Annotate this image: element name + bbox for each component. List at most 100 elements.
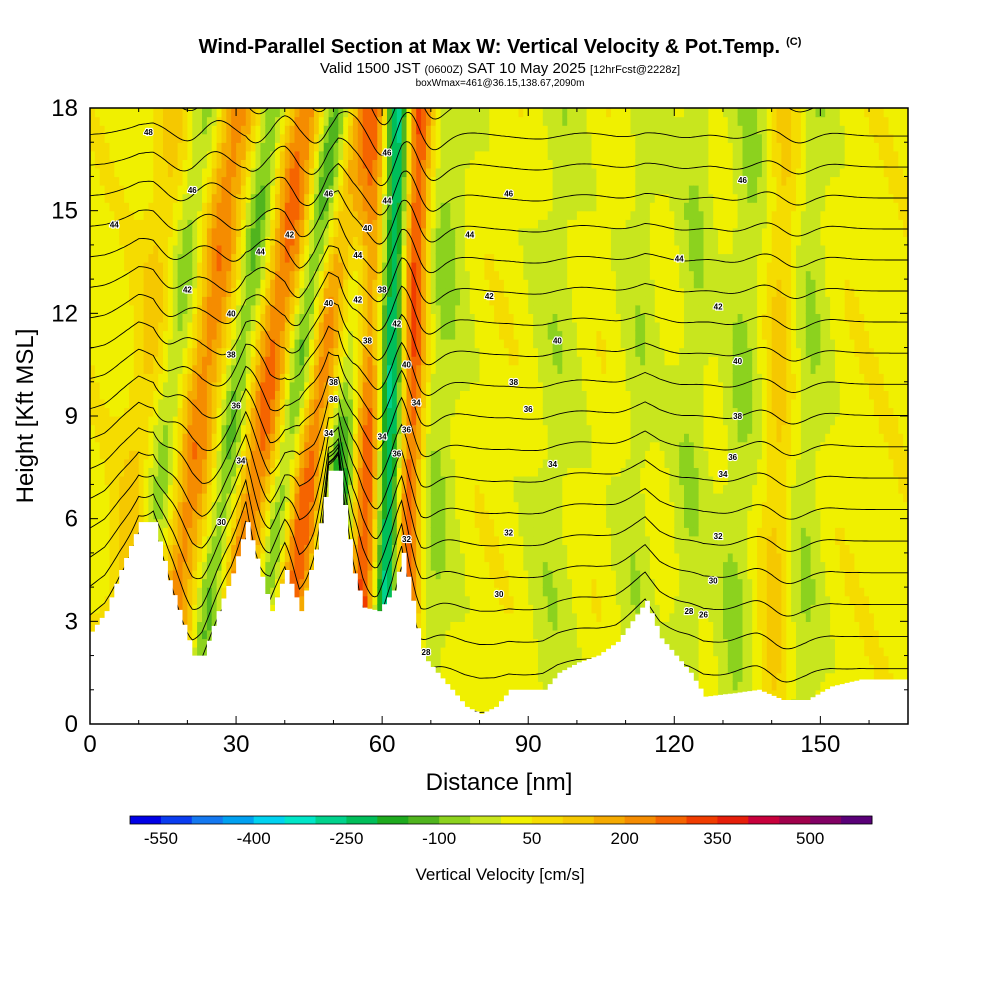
w-cell — [348, 313, 354, 323]
w-cell — [309, 330, 315, 340]
w-cell — [401, 493, 408, 503]
w-cell — [372, 364, 378, 374]
w-cell — [99, 133, 106, 143]
w-cell — [333, 407, 339, 417]
w-cell — [289, 535, 296, 545]
w-cell — [352, 518, 359, 528]
w-cell — [163, 330, 169, 340]
w-cell — [114, 510, 120, 520]
w-cell — [206, 629, 213, 640]
w-cell — [367, 364, 373, 374]
w-cell — [289, 561, 296, 571]
w-cell — [279, 433, 286, 443]
w-cell — [338, 202, 344, 212]
w-cell — [221, 416, 227, 426]
w-cell — [104, 236, 111, 246]
w-cell — [109, 441, 115, 451]
w-cell — [411, 475, 417, 486]
w-cell — [372, 142, 378, 152]
w-cell — [416, 587, 422, 597]
w-cell — [182, 518, 188, 528]
w-cell — [382, 578, 388, 588]
w-cell — [304, 398, 310, 409]
w-cell — [202, 236, 208, 246]
w-cell — [182, 116, 188, 126]
w-cell — [314, 518, 320, 528]
w-cell — [240, 262, 247, 272]
w-cell — [163, 296, 169, 306]
w-cell — [197, 210, 203, 220]
w-cell — [206, 219, 213, 229]
w-cell — [221, 347, 227, 357]
w-cell — [391, 510, 398, 520]
chart-title: Wind-Parallel Section at Max W: Vertical… — [0, 36, 1000, 59]
w-cell — [284, 450, 291, 460]
w-cell — [90, 167, 96, 178]
w-cell — [367, 296, 373, 306]
w-cell — [206, 330, 213, 340]
w-cell — [304, 330, 310, 340]
w-cell — [119, 561, 125, 571]
w-cell — [245, 416, 252, 426]
w-cell — [304, 441, 310, 451]
w-cell — [226, 458, 232, 468]
w-cell — [357, 339, 364, 349]
w-cell — [148, 467, 154, 477]
w-cell — [202, 493, 208, 503]
w-cell — [231, 244, 237, 255]
w-cell — [265, 493, 271, 503]
w-cell — [192, 236, 198, 246]
w-cell — [124, 202, 130, 212]
w-cell — [372, 279, 378, 289]
w-cell — [202, 629, 208, 640]
w-cell — [192, 587, 198, 597]
w-cell — [314, 236, 320, 246]
w-cell — [362, 424, 369, 434]
w-cell — [148, 219, 154, 229]
w-cell — [192, 210, 198, 220]
w-cell — [421, 313, 427, 323]
w-cell — [323, 330, 330, 340]
w-cell — [138, 441, 145, 451]
w-cell — [289, 304, 296, 314]
w-cell — [148, 458, 154, 468]
w-cell — [367, 142, 373, 152]
w-cell — [279, 424, 286, 434]
w-cell — [275, 159, 281, 169]
w-cell — [114, 373, 120, 383]
w-cell — [352, 364, 359, 374]
w-cell — [99, 364, 106, 374]
w-cell — [240, 244, 247, 255]
w-cell — [197, 450, 203, 460]
w-cell — [304, 279, 310, 289]
w-cell — [270, 330, 276, 340]
w-cell — [387, 518, 393, 528]
w-cell — [396, 279, 403, 289]
w-cell — [221, 296, 227, 306]
w-cell — [362, 467, 369, 477]
w-cell — [367, 313, 373, 323]
w-cell — [343, 236, 349, 246]
w-cell — [158, 356, 164, 366]
w-cell — [343, 381, 349, 391]
w-cell — [133, 150, 140, 160]
w-cell — [99, 595, 106, 605]
w-cell — [401, 227, 408, 237]
w-cell — [391, 518, 398, 528]
w-cell — [163, 364, 169, 374]
w-cell — [90, 219, 96, 229]
w-cell — [153, 407, 159, 417]
w-cell — [348, 150, 354, 160]
w-cell — [382, 321, 388, 332]
w-cell — [124, 287, 130, 297]
w-cell — [124, 364, 130, 374]
w-cell — [148, 253, 154, 263]
w-cell — [396, 339, 403, 349]
w-cell — [167, 475, 174, 486]
w-cell — [279, 356, 286, 366]
w-cell — [279, 510, 286, 520]
w-cell — [172, 159, 179, 169]
w-cell — [104, 570, 111, 580]
w-cell — [289, 424, 296, 434]
w-cell — [94, 570, 101, 580]
